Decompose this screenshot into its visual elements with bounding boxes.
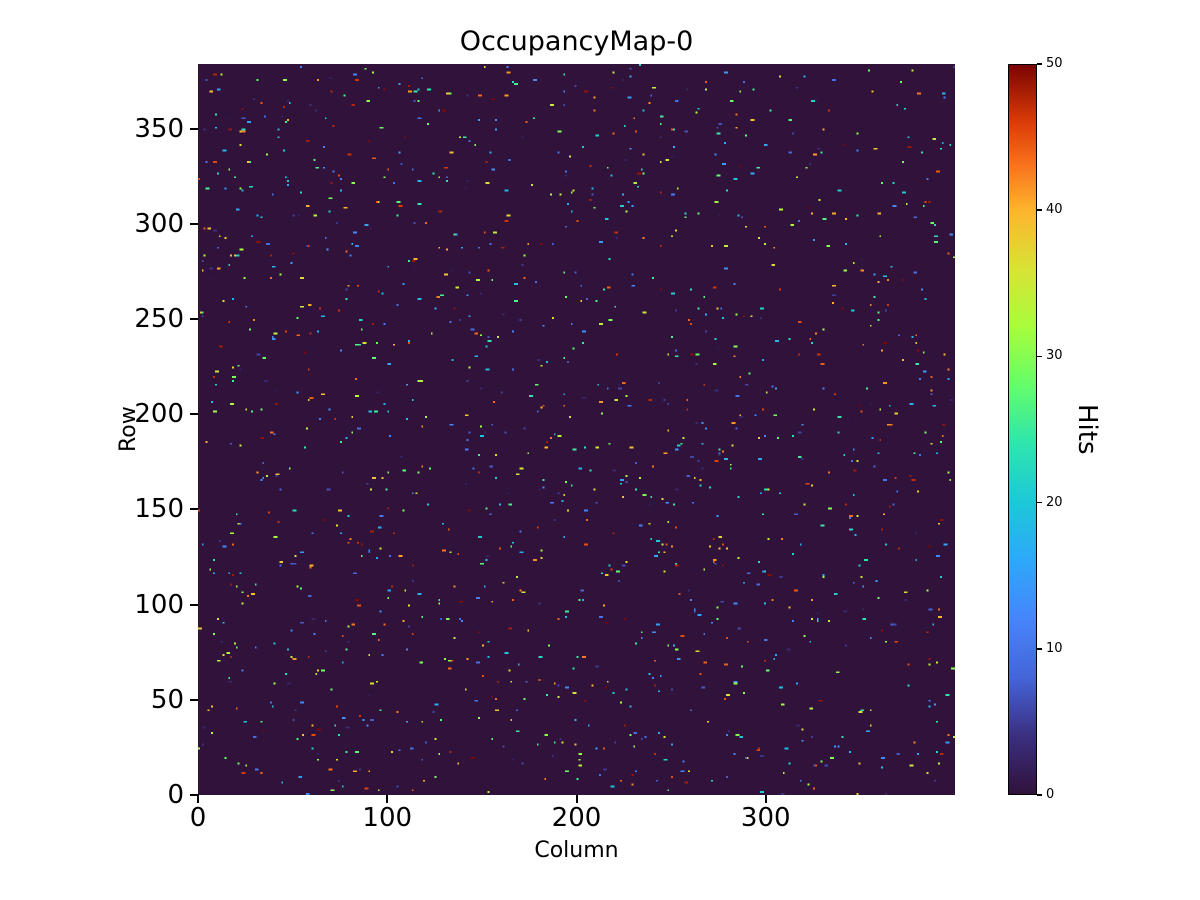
y-tick-label: 300 (134, 208, 184, 239)
colorbar-tick-label: 50 (1046, 56, 1063, 71)
x-tick-mark (386, 795, 389, 803)
colorbar-tick-label: 0 (1046, 787, 1055, 802)
y-tick-mark (190, 603, 198, 606)
y-tick-label: 200 (134, 399, 184, 430)
y-tick-label: 0 (167, 780, 184, 810)
y-tick-label: 50 (150, 684, 184, 715)
y-tick-label: 100 (134, 589, 184, 620)
heatmap-plot-area (198, 64, 955, 795)
y-tick-mark (190, 318, 198, 321)
x-tick-label: 0 (189, 803, 207, 833)
x-tick-label: 300 (740, 803, 791, 833)
colorbar-tick-mark (1037, 355, 1042, 358)
heatmap-canvas (198, 64, 955, 795)
colorbar-tick-label: 30 (1046, 348, 1063, 364)
y-axis-label: Row (116, 406, 141, 453)
x-tick-mark (764, 795, 767, 803)
colorbar-tick-mark (1037, 648, 1042, 650)
colorbar-tick-label: 40 (1046, 202, 1063, 218)
y-tick-label: 350 (134, 113, 184, 144)
plot-title: OccupancyMap-0 (459, 26, 694, 57)
y-tick-mark (190, 508, 198, 511)
colorbar-tick-mark (1037, 794, 1042, 796)
colorbar-label: Hits (1072, 404, 1102, 455)
colorbar-tick-mark (1037, 209, 1042, 211)
y-tick-mark (190, 127, 198, 130)
x-tick-mark (575, 795, 578, 803)
y-tick-mark (190, 794, 198, 796)
x-axis-label: Column (534, 838, 619, 863)
y-tick-label: 150 (134, 494, 184, 525)
colorbar-tick-mark (1037, 501, 1042, 504)
colorbar-tick-label: 10 (1046, 640, 1063, 656)
x-tick-mark (197, 795, 199, 803)
colorbar-tick-mark (1037, 63, 1042, 65)
x-tick-label: 200 (551, 803, 602, 833)
y-tick-label: 250 (134, 304, 184, 335)
colorbar (1008, 64, 1037, 795)
y-tick-mark (190, 222, 198, 225)
y-tick-mark (190, 413, 198, 416)
y-tick-mark (190, 698, 198, 701)
colorbar-tick-label: 20 (1046, 494, 1063, 510)
x-tick-label: 100 (362, 803, 413, 833)
